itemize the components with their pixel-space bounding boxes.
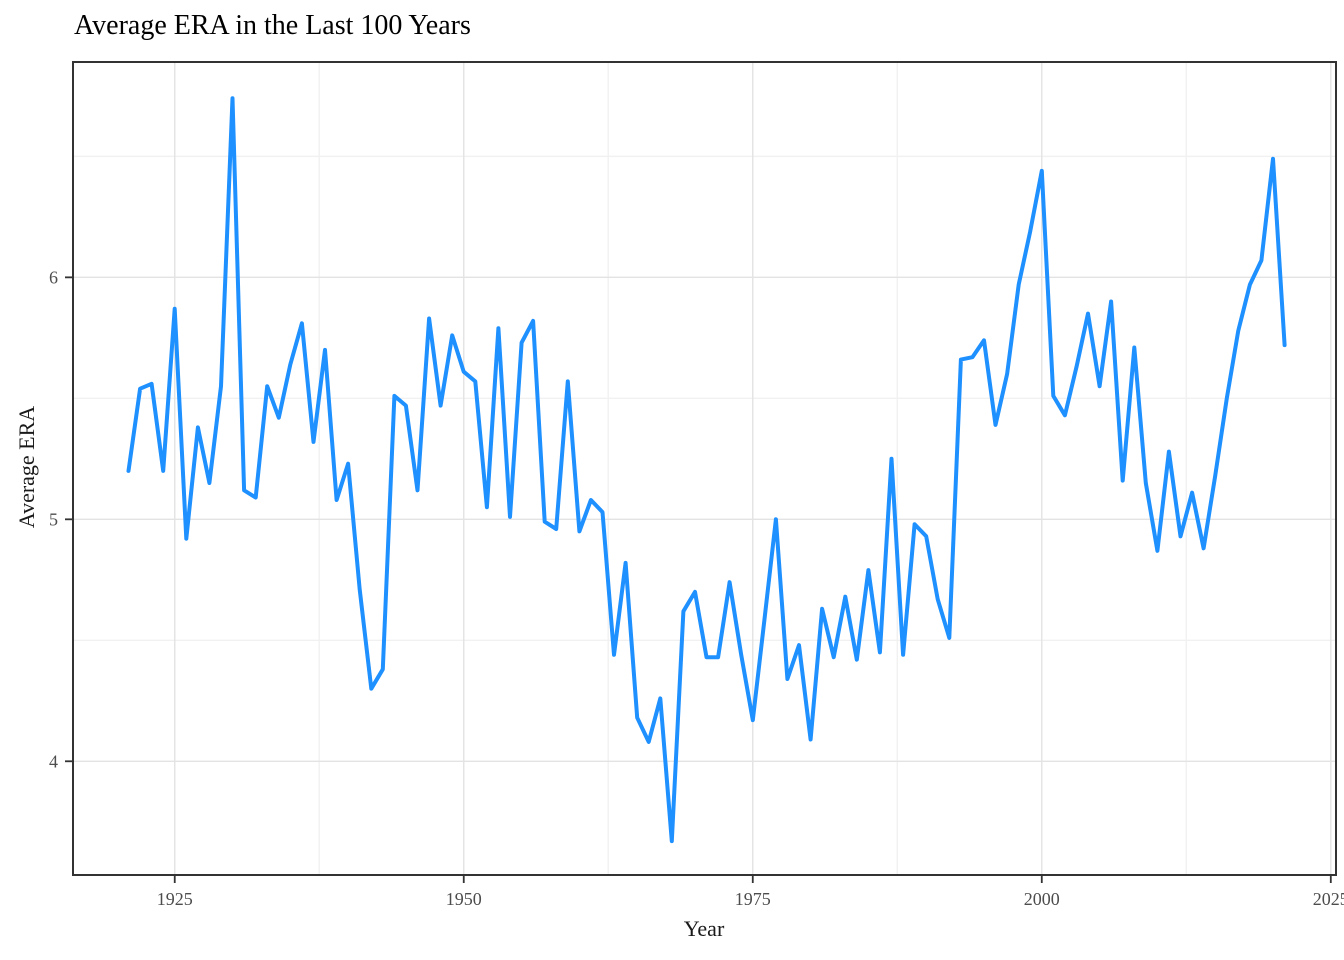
x-tick-label: 2025 [1313,889,1344,909]
y-tick-label: 5 [49,509,58,529]
chart-title: Average ERA in the Last 100 Years [74,10,471,41]
y-axis-ticks [65,276,73,763]
x-axis-title: Year [683,916,725,941]
y-tick-label: 6 [49,267,58,287]
x-tick-label: 1950 [446,889,482,909]
y-axis-tick-labels: 4 5 6 [49,267,58,771]
y-axis-title: Average ERA [14,405,39,529]
x-axis-tick-labels: 1925 1950 1975 2000 2025 [157,889,1344,909]
y-tick-label: 4 [49,751,58,771]
panel-border [72,61,1337,876]
era-line-series [126,96,1287,844]
x-axis-ticks [173,875,1332,883]
x-tick-label: 1975 [735,889,771,909]
x-tick-label: 1925 [157,889,193,909]
x-tick-label: 2000 [1024,889,1060,909]
